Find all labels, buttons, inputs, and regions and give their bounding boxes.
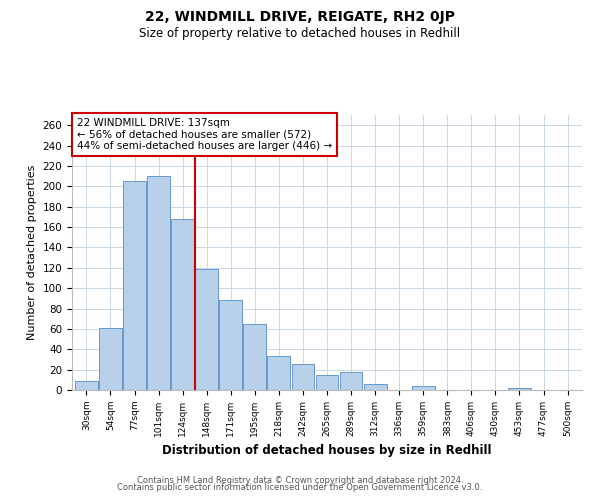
Bar xyxy=(508,388,531,390)
Text: Size of property relative to detached houses in Redhill: Size of property relative to detached ho… xyxy=(139,28,461,40)
X-axis label: Distribution of detached houses by size in Redhill: Distribution of detached houses by size … xyxy=(162,444,492,458)
Bar xyxy=(412,386,434,390)
Bar xyxy=(220,300,242,390)
Bar xyxy=(75,381,98,390)
Text: 22, WINDMILL DRIVE, REIGATE, RH2 0JP: 22, WINDMILL DRIVE, REIGATE, RH2 0JP xyxy=(145,10,455,24)
Text: 22 WINDMILL DRIVE: 137sqm
← 56% of detached houses are smaller (572)
44% of semi: 22 WINDMILL DRIVE: 137sqm ← 56% of detac… xyxy=(77,118,332,151)
Text: Contains public sector information licensed under the Open Government Licence v3: Contains public sector information licen… xyxy=(118,484,482,492)
Bar xyxy=(123,181,146,390)
Bar xyxy=(364,384,386,390)
Bar xyxy=(99,328,122,390)
Text: Contains HM Land Registry data © Crown copyright and database right 2024.: Contains HM Land Registry data © Crown c… xyxy=(137,476,463,485)
Bar xyxy=(244,324,266,390)
Bar xyxy=(340,372,362,390)
Bar xyxy=(147,176,170,390)
Bar xyxy=(268,356,290,390)
Y-axis label: Number of detached properties: Number of detached properties xyxy=(27,165,37,340)
Bar xyxy=(195,269,218,390)
Bar xyxy=(316,374,338,390)
Bar xyxy=(292,364,314,390)
Bar xyxy=(171,219,194,390)
